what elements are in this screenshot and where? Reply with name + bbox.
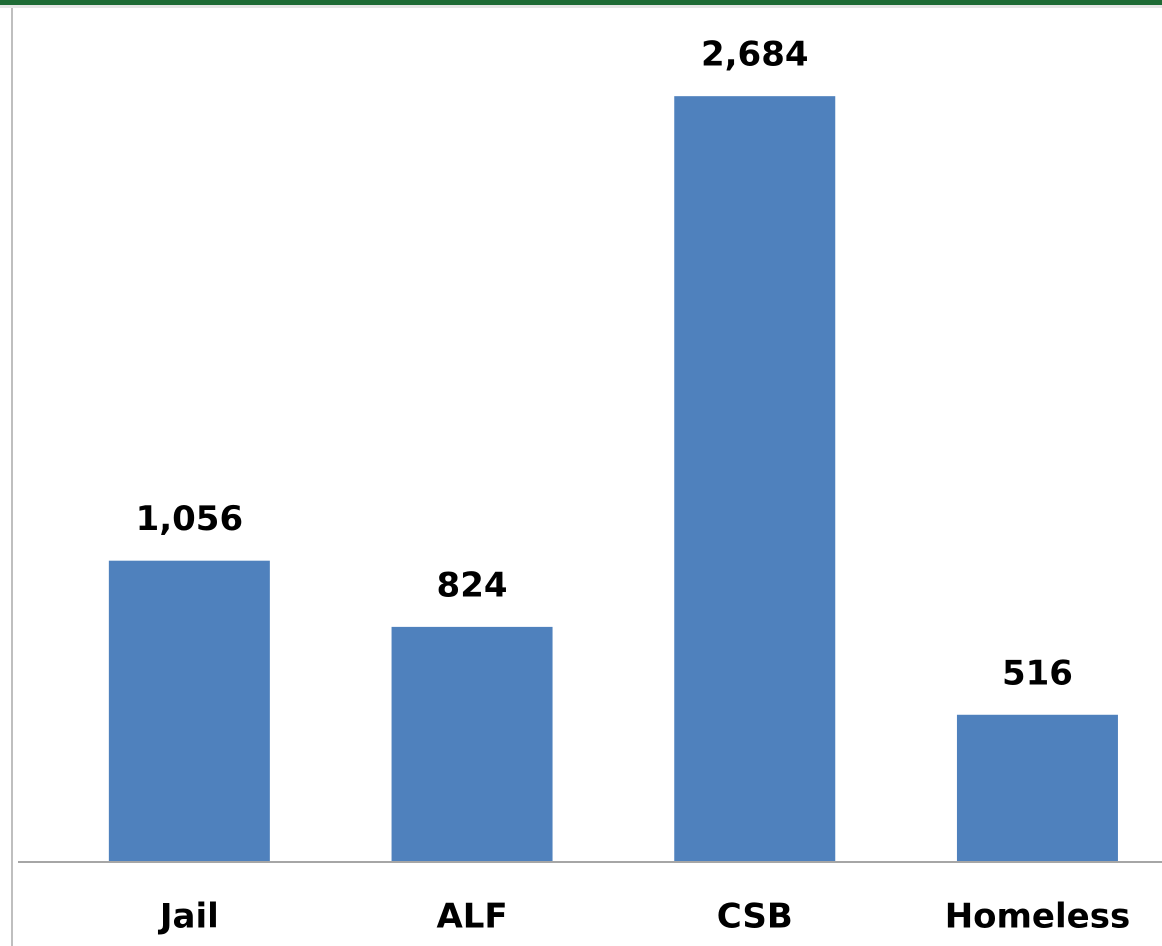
bar (391, 626, 553, 862)
top-frame (0, 5, 1162, 8)
value-label: 2,684 (701, 35, 809, 75)
value-label: 1,056 (136, 499, 244, 539)
x-tick-label: CSB (717, 897, 793, 937)
bar (956, 714, 1118, 862)
top-border (0, 0, 1162, 5)
value-label: 824 (437, 565, 508, 605)
bar (674, 96, 836, 862)
x-tick-label: Jail (158, 897, 219, 937)
x-tick-label: ALF (436, 897, 507, 937)
value-label: 516 (1002, 653, 1073, 693)
bar (108, 560, 270, 862)
x-tick-label: Homeless (945, 897, 1131, 937)
